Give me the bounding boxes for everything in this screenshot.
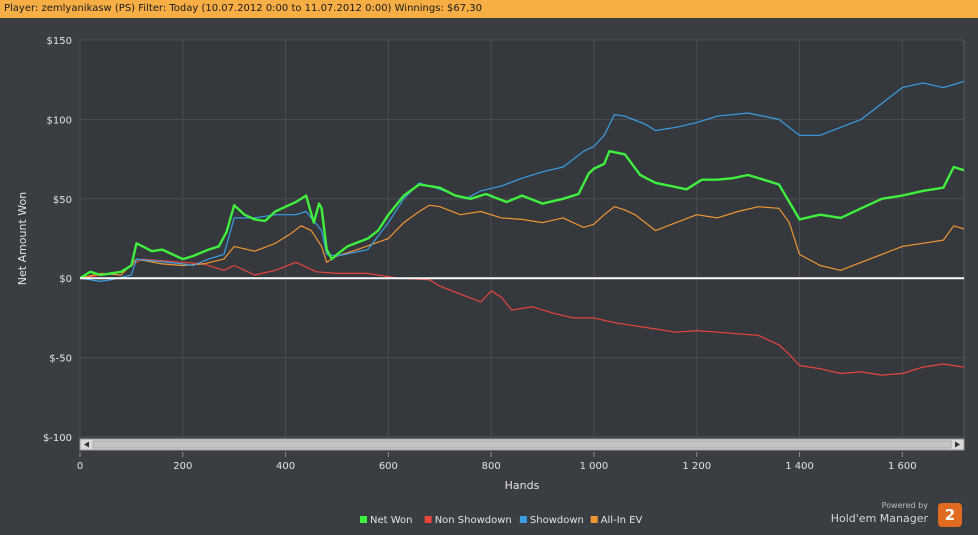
scroll-left-icon[interactable] — [84, 441, 89, 448]
scrollbar-thumb[interactable] — [92, 440, 952, 449]
x-tick-label: 800 — [482, 461, 501, 472]
scroll-right-icon[interactable] — [955, 441, 960, 448]
x-tick-label: 600 — [379, 461, 398, 472]
x-tick-label: 1 200 — [682, 461, 711, 472]
series-line-net-won — [80, 149, 964, 280]
powered-by-label: Powered by — [881, 501, 928, 510]
chart-title: Player: zemlyanikasw (PS) Filter: Today … — [4, 3, 482, 14]
series-line-non-showdown — [80, 258, 964, 376]
branding: Powered by Hold'em Manager 2 — [826, 501, 966, 529]
chart-title-bar: Player: zemlyanikasw (PS) Filter: Today … — [0, 0, 978, 18]
legend-entry: All-In EV — [601, 515, 643, 526]
y-axis-label: Net Amount Won — [16, 192, 29, 285]
plot-area — [79, 39, 965, 438]
legend-entry: Non Showdown — [435, 515, 512, 526]
legend-swatch — [424, 516, 432, 523]
y-tick-label: $0 — [59, 274, 72, 285]
product-name: Hold'em Manager — [830, 512, 928, 525]
legend-swatch — [519, 516, 527, 523]
y-tick-label: $100 — [47, 115, 72, 126]
y-tick-label: $150 — [47, 36, 72, 47]
x-tick-label: 400 — [276, 461, 295, 472]
y-tick-label: $50 — [53, 195, 72, 206]
hm2-logo-icon: 2 — [938, 503, 962, 527]
x-tick-label: 0 — [77, 461, 83, 472]
legend-swatch — [590, 516, 598, 523]
legend-entry: Net Won — [370, 515, 413, 526]
x-tick-label: 1 000 — [580, 461, 609, 472]
legend-swatch — [360, 516, 367, 523]
x-tick-label: 200 — [173, 461, 192, 472]
y-tick-label: $-50 — [49, 354, 72, 365]
series-line-showdown — [80, 80, 964, 282]
series-line-all-in-ev — [80, 204, 964, 279]
x-axis-label: Hands — [505, 479, 540, 492]
y-tick-label: $-100 — [43, 433, 72, 444]
x-tick-label: 1 600 — [888, 461, 917, 472]
legend-entry: Showdown — [530, 515, 584, 526]
x-tick-label: 1 400 — [785, 461, 814, 472]
